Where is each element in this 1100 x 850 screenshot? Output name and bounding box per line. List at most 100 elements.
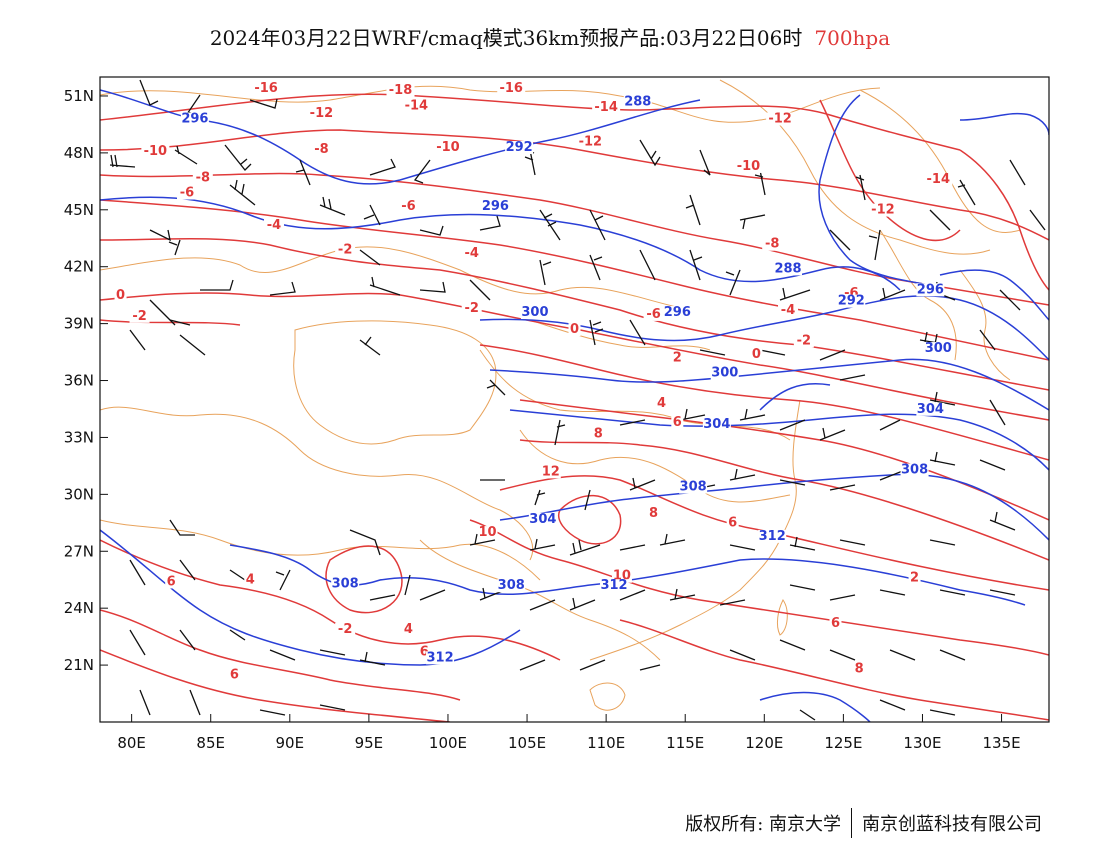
isotherm-label: -10 (436, 140, 460, 155)
isotherm-label: 2 (673, 351, 682, 366)
height-label: 304 (917, 402, 944, 417)
isotherm-label: 6 (831, 616, 840, 631)
isotherm-label-bg (165, 575, 178, 589)
isotherm-label-bg (228, 668, 241, 682)
isotherm-label-bg (592, 101, 621, 115)
isotherm-label-bg (433, 140, 462, 154)
lon-tick-label: 90E (276, 734, 305, 752)
isotherm-label-bg (647, 507, 660, 521)
isotherm-label: -14 (594, 100, 618, 115)
lon-tick-label: 125E (824, 734, 862, 752)
height-label: 308 (901, 462, 928, 477)
isotherm-label-bg (829, 617, 842, 631)
latitude-axis: 51N 48N 45N 42N 39N 36N 33N 30N 27N 24N 21N (64, 87, 108, 674)
height-label: 296 (482, 199, 509, 214)
isotherm-label: -2 (797, 333, 811, 348)
lat-tick-label: 39N (64, 315, 94, 333)
height-label: 308 (680, 480, 707, 495)
isotherm-label-bg (497, 82, 526, 96)
footer-divider (851, 808, 852, 838)
isotherm-label: -8 (314, 142, 328, 157)
copyright-text: 版权所有: 南京大学 (685, 814, 841, 835)
height-label-bg (600, 579, 629, 593)
height-label-bg (710, 366, 739, 380)
lat-tick-label: 24N (64, 599, 94, 617)
height-label-bg (837, 294, 866, 308)
isotherm-label-bg (853, 662, 866, 676)
isotherm-label: -16 (254, 81, 278, 96)
height-label-bg (180, 112, 209, 126)
lat-tick-label: 42N (64, 258, 94, 276)
isotherm-label-bg (793, 334, 814, 348)
isotherm-label-bg (540, 465, 561, 479)
isotherm-label: 8 (594, 426, 603, 441)
isotherm-label-bg (576, 135, 605, 149)
isotherm-label-bg (402, 99, 431, 113)
isotherm-label-bg (386, 84, 415, 98)
isotherm-label: -12 (768, 112, 792, 127)
isotherm-label: -12 (871, 203, 895, 218)
lat-tick-label: 36N (64, 372, 94, 390)
isotherm-label: 4 (246, 573, 255, 588)
isotherm-label: -14 (405, 98, 429, 113)
height-label-bg (331, 577, 360, 591)
isotherm-label: 0 (570, 322, 579, 337)
height-label-bg (663, 306, 692, 320)
height-label-bg (623, 95, 652, 109)
lat-tick-label: 45N (64, 201, 94, 219)
height-label-bg (481, 199, 510, 213)
isotherm-label-bg (402, 622, 415, 636)
isotherm-label: -2 (464, 301, 478, 316)
height-label: 304 (529, 512, 556, 527)
lat-tick-label: 51N (64, 87, 94, 105)
isotherm-label-bg (335, 622, 356, 636)
isotherm-label-bg (671, 351, 684, 365)
height-label-bg (497, 579, 526, 593)
height-label: 296 (917, 282, 944, 297)
height-label: 300 (521, 305, 548, 320)
lon-tick-label: 100E (429, 734, 467, 752)
isotherm-label-bg (461, 247, 482, 261)
height-label: 300 (925, 341, 952, 356)
height-label: 288 (624, 94, 651, 109)
lat-tick-label: 30N (64, 485, 94, 503)
isotherm-label-bg (868, 203, 897, 217)
pressure-level: 700hpa (814, 26, 891, 50)
isotherm-label: 10 (478, 525, 496, 540)
isotherm-label-bg (750, 347, 763, 361)
height-label-bg (916, 402, 945, 416)
isotherm-label-bg (734, 159, 763, 173)
height-label: 296 (664, 305, 691, 320)
title-text: 2024年03月22日WRF/cmaq模式36km预报产品:03月22日06时 (209, 26, 803, 50)
isotherm-label: 4 (657, 396, 666, 411)
isotherm-labels: -16 -18 -16 -12 -14 -14 -12 -10 -8 -10 -12 -10 -14 -8… (114, 81, 953, 682)
isotherm-label-bg (335, 243, 356, 257)
height-label: 312 (426, 650, 453, 665)
height-contour-labels: 2962882922962882922962963003003003043043… (180, 94, 953, 665)
isotherm-label-bg (192, 171, 213, 185)
isotherm-label-bg (643, 307, 664, 321)
height-label: 304 (703, 417, 730, 432)
height-label-bg (520, 306, 549, 320)
isotherm-label: 4 (404, 622, 413, 637)
isotherm-label: -12 (310, 106, 334, 121)
isotherm-label: -2 (132, 309, 146, 324)
height-label-bg (679, 480, 708, 494)
height-label: 292 (506, 140, 533, 155)
plot-frame (99, 76, 1050, 723)
height-label-bg (774, 262, 803, 276)
isotherm-label: -16 (499, 81, 523, 96)
isotherm-label: -12 (579, 134, 603, 149)
isotherm-label-bg (477, 526, 498, 540)
height-label: 312 (600, 578, 627, 593)
height-label: 308 (498, 578, 525, 593)
isotherm-label-bg (766, 112, 795, 126)
isotherm-label: -14 (927, 172, 951, 187)
lon-tick-label: 110E (587, 734, 625, 752)
isotherm-label: 0 (116, 288, 125, 303)
height-label-bg (900, 463, 929, 477)
isotherm-label: 12 (542, 464, 560, 479)
lat-tick-label: 48N (64, 144, 94, 162)
isotherm-label: 8 (855, 662, 864, 677)
isotherm-label-bg (762, 237, 783, 251)
